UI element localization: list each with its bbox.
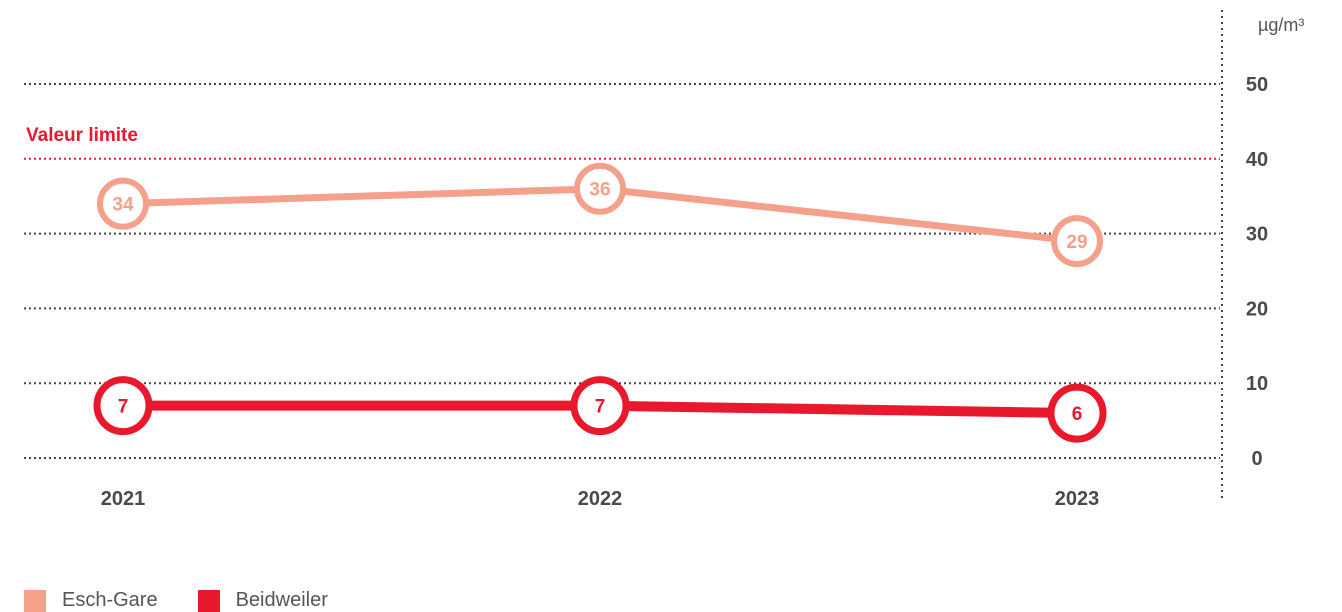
- y-tick-50: 50: [1246, 74, 1268, 96]
- y-tick-10: 10: [1246, 373, 1268, 395]
- x-tick-2021: 2021: [101, 488, 146, 510]
- point-label-beidweiler-2023: 6: [1072, 404, 1083, 425]
- y-tick-labels: 0 10 20 30 40 50: [1246, 74, 1268, 470]
- legend-item-beidweiler: Beidweiler: [197, 589, 328, 612]
- unit-label: µg/m³: [1258, 15, 1304, 35]
- legend-swatch-beidweiler: [197, 589, 220, 612]
- legend: Esch-Gare Beidweiler: [24, 589, 368, 612]
- point-beidweiler-2023: [1047, 383, 1107, 443]
- point-label-beidweiler-2022: 7: [595, 397, 606, 418]
- point-esch-gare-2023: [1051, 215, 1103, 268]
- series-beidweiler: 7 7 6: [93, 376, 1107, 443]
- x-tick-labels: 2021 2022 2023: [101, 488, 1100, 510]
- point-label-esch-gare-2022: 36: [589, 180, 610, 201]
- legend-item-esch-gare: Esch-Gare: [24, 589, 158, 612]
- y-tick-20: 20: [1246, 298, 1268, 320]
- point-beidweiler-2021: [93, 376, 153, 436]
- chart: µg/m³ Valeur limite 0 10 20 30 40 50 2021 2022…: [24, 10, 1304, 510]
- legend-swatch-esch-gare: [24, 589, 46, 612]
- point-label-beidweiler-2021: 7: [118, 397, 129, 418]
- x-tick-2023: 2023: [1055, 488, 1100, 510]
- series-esch-gare: 34 36 29: [97, 162, 1103, 268]
- point-label-esch-gare-2023: 29: [1066, 232, 1087, 253]
- legend-label-esch-gare: Esch-Gare: [62, 589, 158, 611]
- y-tick-0: 0: [1251, 448, 1262, 470]
- point-beidweiler-2022: [570, 376, 630, 436]
- x-tick-2022: 2022: [578, 488, 623, 510]
- point-esch-gare-2021: [97, 177, 149, 230]
- y-tick-40: 40: [1246, 149, 1268, 171]
- point-esch-gare-2022: [574, 162, 626, 215]
- series-layer: 34 36 29 7 7 6: [93, 162, 1107, 443]
- limit-label: Valeur limite: [26, 125, 138, 146]
- legend-label-beidweiler: Beidweiler: [235, 589, 328, 611]
- y-tick-30: 30: [1246, 224, 1268, 246]
- point-label-esch-gare-2021: 34: [112, 195, 134, 216]
